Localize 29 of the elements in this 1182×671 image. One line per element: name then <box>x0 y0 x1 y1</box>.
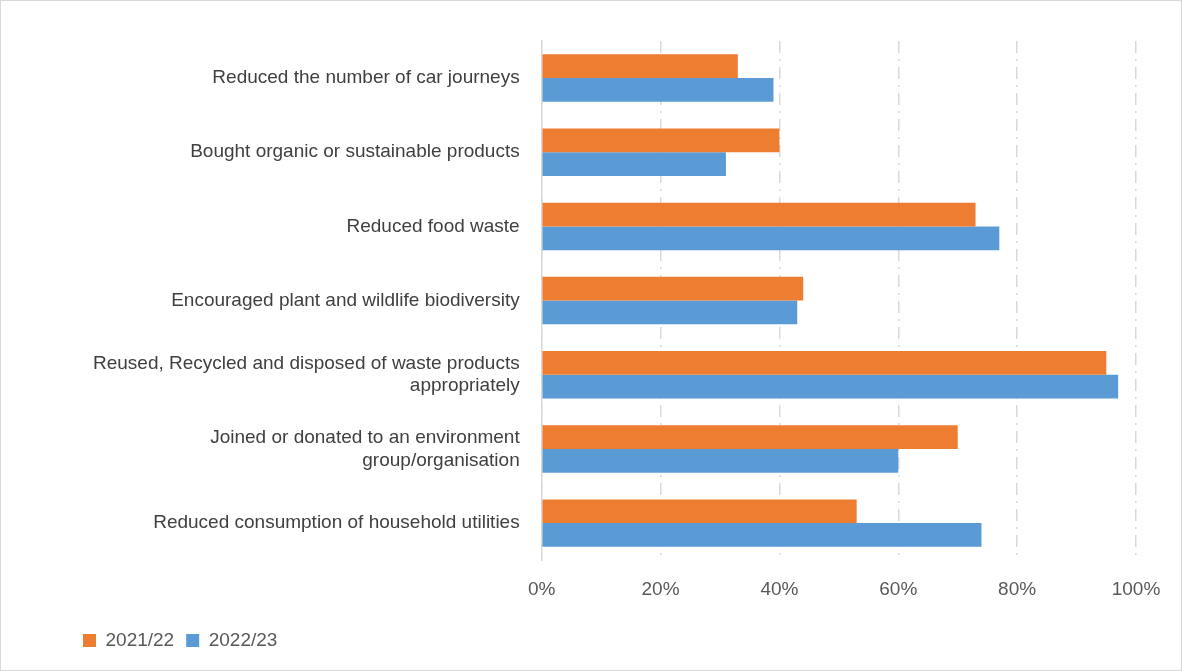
x-tick-label: 0% <box>527 577 556 599</box>
bar <box>542 152 726 176</box>
bar <box>542 276 804 301</box>
bar <box>542 78 774 102</box>
bar <box>542 54 738 79</box>
bar <box>542 300 798 325</box>
bar <box>542 374 1119 399</box>
x-tick-label: 40% <box>760 577 799 599</box>
bar <box>542 128 780 153</box>
x-tick-label: 20% <box>641 577 680 599</box>
y-tick-label: Bought organic or sustainable products <box>190 140 520 162</box>
y-tick-label: Reduced consumption of household utilities <box>153 511 520 533</box>
y-tick-label: Reduced the number of car journeys <box>212 66 520 88</box>
bar <box>542 226 1000 251</box>
legend-label: 2022/23 <box>208 628 278 650</box>
x-tick-label: 60% <box>879 577 918 599</box>
legend-label: 2021/22 <box>105 628 175 650</box>
bar <box>542 425 958 449</box>
y-tick-label: Reused, Recycled and disposed of waste products appropriately <box>92 351 521 396</box>
bar <box>542 523 982 547</box>
x-tick-label: 100% <box>1111 577 1161 599</box>
x-tick-label: 80% <box>998 577 1037 599</box>
bar <box>542 202 976 227</box>
bar <box>542 499 857 524</box>
y-tick-label: Reduced food waste <box>346 214 520 236</box>
bar <box>542 448 899 473</box>
y-tick-label: Encouraged plant and wildlife biodiversity <box>171 288 521 310</box>
bar <box>542 351 1107 375</box>
y-tick-label: Joined or donated to an environment group/organisation <box>210 425 521 470</box>
